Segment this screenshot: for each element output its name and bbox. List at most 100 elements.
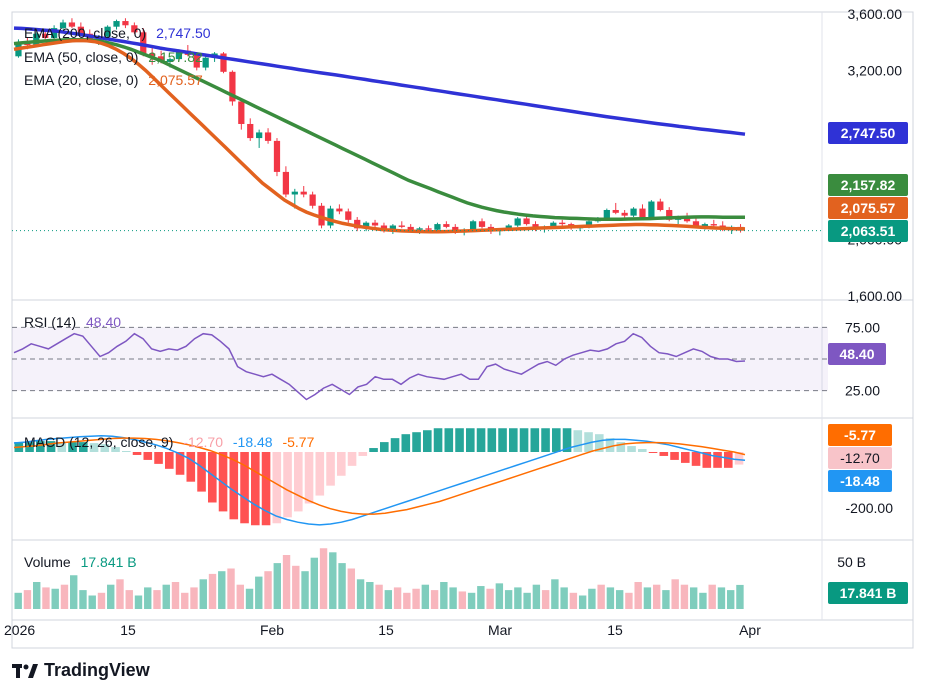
volume-bar (393, 587, 402, 609)
ema-50-value: 2,157.82 (148, 49, 203, 65)
candle-body (398, 225, 405, 227)
candle-body (478, 221, 486, 227)
candle-body (202, 57, 209, 68)
volume-bar (689, 587, 698, 609)
candle-body (247, 123, 254, 139)
volume-bar (338, 563, 346, 609)
macd-histogram-bar (347, 452, 357, 466)
volume-bar (227, 568, 235, 609)
volume-bar (264, 571, 272, 609)
candle-body (122, 21, 129, 26)
macd-histogram-bar (175, 452, 185, 475)
rsi-legend: RSI (14) 48.40 (24, 314, 121, 330)
macd-histogram-bar (229, 452, 239, 520)
ema-20-badge: 2,075.57 (828, 197, 908, 219)
volume-bar (70, 575, 78, 609)
volume-bar (218, 571, 226, 609)
volume-bar (23, 590, 32, 609)
candle-body (559, 222, 566, 225)
macd-histogram-bar (89, 443, 99, 452)
macd-histogram-bar (487, 428, 497, 452)
volume-bar (79, 590, 87, 609)
volume-bar (134, 595, 143, 609)
time-tick-label: 15 (120, 622, 136, 638)
tradingview-brand[interactable]: TradingView (12, 660, 150, 681)
volume-bar (162, 584, 170, 609)
candle-body (300, 191, 307, 195)
volume-bar (458, 591, 467, 609)
rsi-label: RSI (14) (24, 314, 77, 330)
candle-body (603, 209, 610, 219)
macd-histogram-bar (25, 442, 34, 452)
macd-histogram-bar (734, 452, 744, 465)
candle-body (710, 224, 717, 226)
ema-50-legend: EMA (50, close, 0) 2,157.82 (24, 49, 203, 65)
volume-bar (708, 584, 716, 609)
macd-signal-badge: -5.77 (828, 424, 892, 446)
macd-histogram-bar (509, 428, 518, 452)
candle-body (425, 228, 432, 230)
volume-label: Volume (24, 554, 71, 570)
ema-200-legend: EMA (200, close, 0) 2,747.50 (24, 25, 211, 41)
time-tick-label: Mar (488, 622, 512, 638)
macd-histogram-bar (261, 452, 271, 526)
candle-body (264, 132, 272, 141)
brand-name: TradingView (44, 660, 150, 680)
macd-histogram-bar (552, 428, 561, 452)
time-tick-label: Feb (260, 622, 284, 638)
macd-histogram-bar (412, 432, 421, 452)
macd-histogram-bar (272, 452, 282, 524)
ema-200-badge: 2,747.50 (828, 122, 908, 144)
volume-badge: 17.841 B (828, 582, 908, 604)
candle-body (336, 208, 343, 212)
volume-bar (726, 590, 735, 609)
ema-200-value: 2,747.50 (156, 25, 211, 41)
volume-bar (208, 573, 217, 609)
volume-bar (421, 584, 430, 609)
macd-histogram-bar (476, 428, 486, 452)
candle-body (701, 224, 709, 227)
volume-bar (643, 587, 652, 609)
candle-body (193, 54, 200, 68)
volume-bar (51, 588, 59, 609)
volume-bar (671, 579, 679, 609)
macd-histogram-bar (111, 447, 120, 452)
chart-frame (11, 11, 914, 649)
macd-histogram-bar (444, 428, 454, 452)
candle-body (256, 132, 263, 139)
macd-histogram-bar (648, 452, 658, 453)
volume-bar (532, 584, 541, 609)
volume-bar (14, 592, 22, 609)
macd-histogram-bar (337, 452, 346, 476)
candle-body (175, 50, 183, 60)
volume-bar (171, 582, 180, 609)
candle-body (371, 222, 379, 226)
volume-bar (60, 584, 69, 609)
macd-histogram-bar (304, 452, 314, 504)
volume-bar (42, 587, 50, 609)
tradingview-logo-icon (12, 662, 38, 680)
candle-body (666, 209, 673, 220)
macd-line (13, 435, 746, 526)
candle-body (434, 224, 441, 230)
rsi-tick-label: 25.00 (845, 383, 880, 399)
macd-histogram-bar (433, 428, 443, 452)
candle-body (354, 219, 361, 229)
volume-bar (569, 592, 578, 609)
price-tick-label: 3,600.00 (848, 6, 903, 22)
time-tick-label: 2026 (4, 622, 35, 638)
ema-200-label: EMA (200, close, 0) (24, 25, 147, 41)
macd-histogram-bar (659, 452, 669, 456)
macd-histogram-bar (240, 452, 249, 524)
macd-hist-badge: -12.70 (828, 447, 892, 469)
volume-bar (116, 579, 124, 609)
volume-bar (144, 587, 152, 609)
price-tick-label: 3,200.00 (848, 62, 903, 78)
macd-histogram-bar (605, 438, 615, 452)
candle-body (363, 222, 370, 229)
volume-bar (551, 579, 559, 609)
macd-histogram-bar (46, 441, 56, 452)
candle-body (59, 22, 67, 29)
macd-histogram-bar (294, 452, 303, 512)
